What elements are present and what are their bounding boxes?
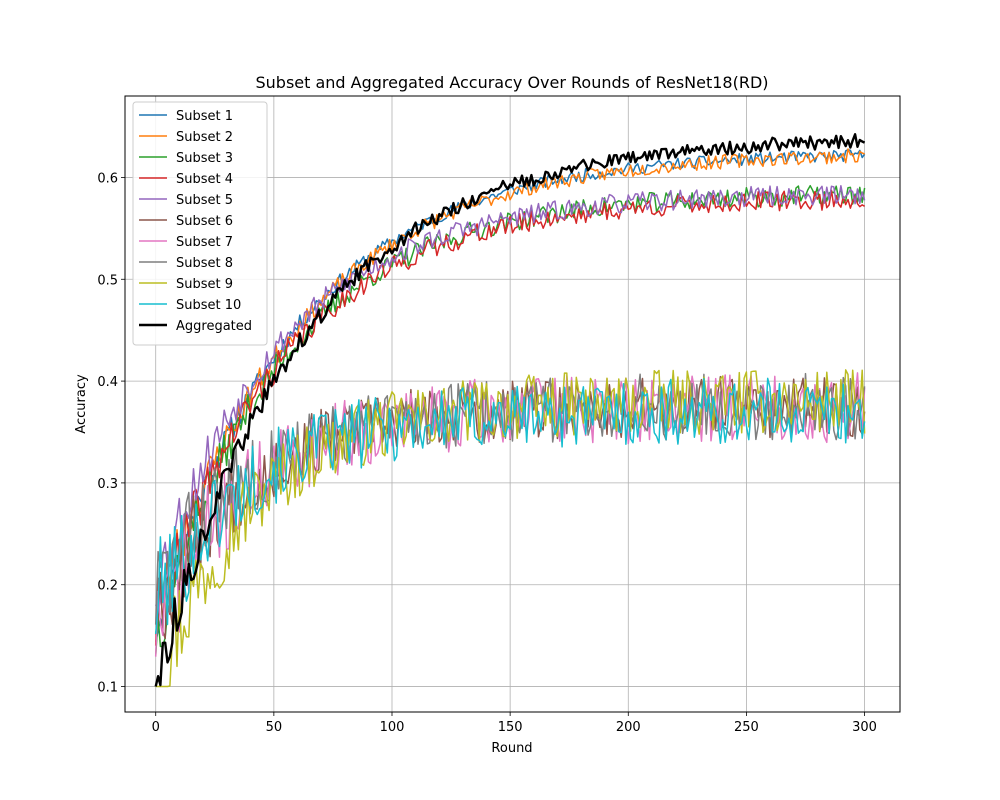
y-tick-label: 0.2 [97,579,118,594]
x-tick-label: 0 [152,720,160,735]
legend-label: Subset 7 [176,235,233,250]
x-tick-label: 250 [734,720,759,735]
legend-box [132,101,268,346]
x-tick-label: 200 [616,720,641,735]
legend-label: Subset 10 [176,298,241,313]
y-tick-label: 0.4 [97,375,118,390]
x-tick-label: 50 [266,720,283,735]
series-line-subset-10 [154,377,866,634]
series-line-subset-5 [155,185,866,612]
y-tick-label: 0.6 [97,171,118,186]
series-layer [154,133,866,688]
y-axis-label: Accuracy [74,374,89,434]
series-line-subset-2 [154,148,865,635]
series-line-subset-4 [154,189,865,646]
legend-label: Subset 2 [176,130,233,145]
x-tick-label: 300 [852,720,877,735]
legend-label: Subset 5 [176,193,233,208]
legend-label: Subset 1 [176,109,233,124]
y-tick-label: 0.5 [97,273,118,288]
legend: Subset 1 Subset 2 Subset 3 Subset 4 Subset 5… [132,101,268,346]
series-line-aggregated [154,133,866,687]
plot-frame [124,95,901,713]
y-tick-label: 0.1 [97,681,118,696]
y-tick-label: 0.3 [97,477,118,492]
legend-label: Subset 9 [176,277,233,292]
x-tick-label: 100 [380,720,405,735]
chart-title: Subset and Aggregated Accuracy Over Roun… [255,73,768,92]
legend-label: Subset 4 [176,172,233,187]
legend-label: Subset 3 [176,151,233,166]
legend-label: Subset 8 [176,256,233,271]
series-line-subset-6 [154,375,866,640]
legend-label: Aggregated [176,319,252,334]
x-axis-label: Round [491,741,532,756]
x-tick-label: 150 [498,720,523,735]
ticks: 0 50 100 150 200 250 300 0.1 0.2 0.3 0.4 0.5 0.6 [97,171,877,735]
legend-label: Subset 6 [176,214,233,229]
